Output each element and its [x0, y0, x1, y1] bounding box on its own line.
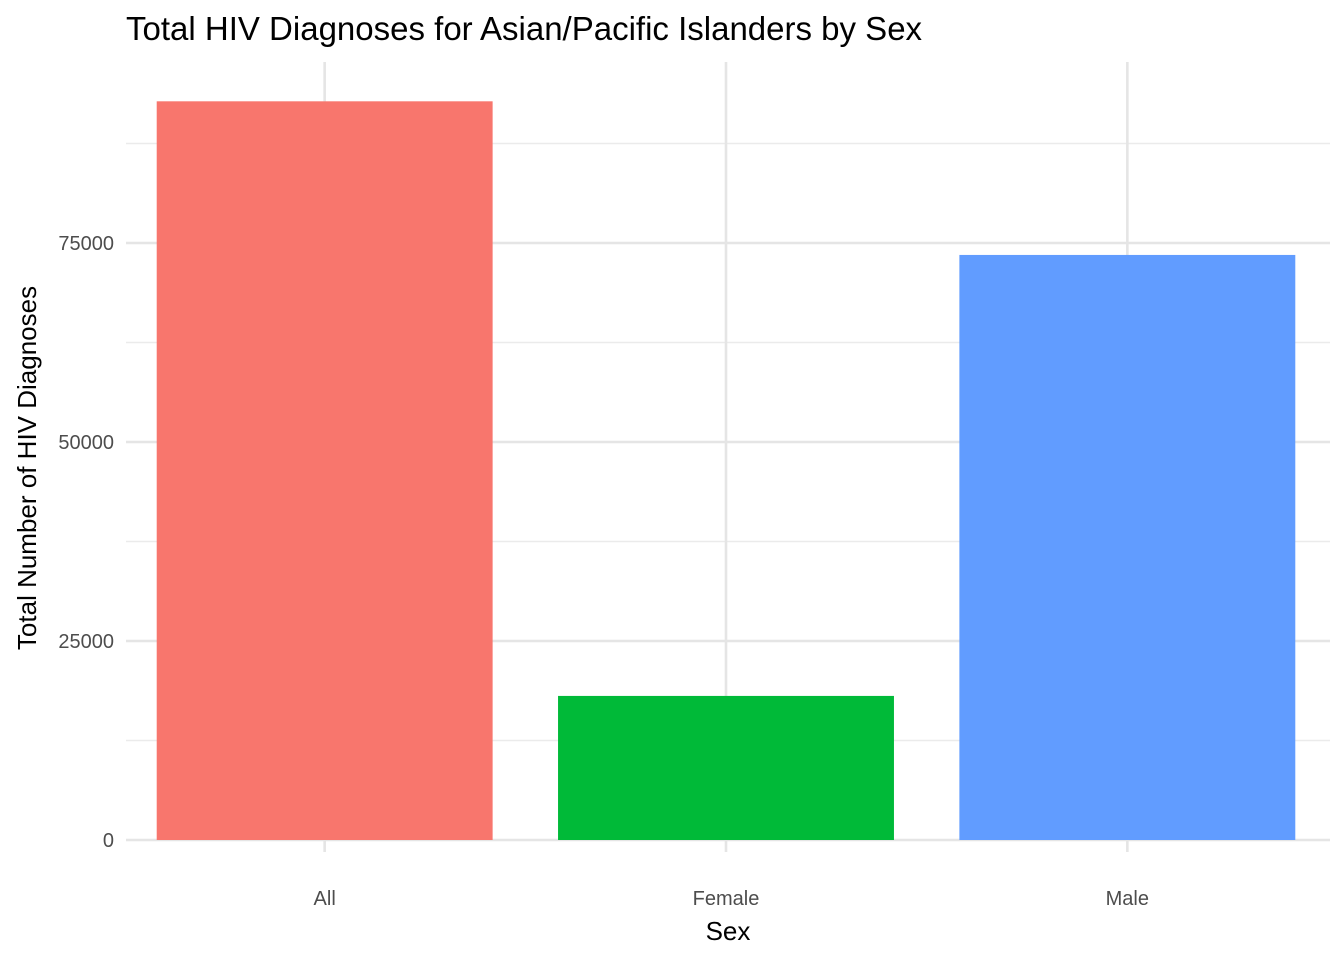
y-tick-label: 50000 — [58, 432, 114, 454]
x-tick-label: Male — [1106, 888, 1149, 910]
y-axis-title: Total Number of HIV Diagnoses — [12, 286, 42, 650]
bar-male — [959, 254, 1296, 840]
bars — [156, 101, 1296, 840]
bar-female — [558, 695, 894, 840]
y-tick-label: 0 — [103, 830, 114, 852]
y-tick-label: 25000 — [58, 631, 114, 653]
x-tick-label: All — [314, 888, 336, 910]
x-axis-tick-labels: All Female Male — [314, 888, 1149, 910]
bar-all — [156, 101, 493, 840]
chart-title: Total HIV Diagnoses for Asian/Pacific Is… — [126, 10, 923, 47]
y-tick-label: 75000 — [58, 233, 114, 255]
x-tick-label: Female — [693, 888, 760, 910]
y-axis-tick-labels: 0 25000 50000 75000 — [58, 233, 114, 852]
x-axis-title: Sex — [706, 916, 751, 946]
